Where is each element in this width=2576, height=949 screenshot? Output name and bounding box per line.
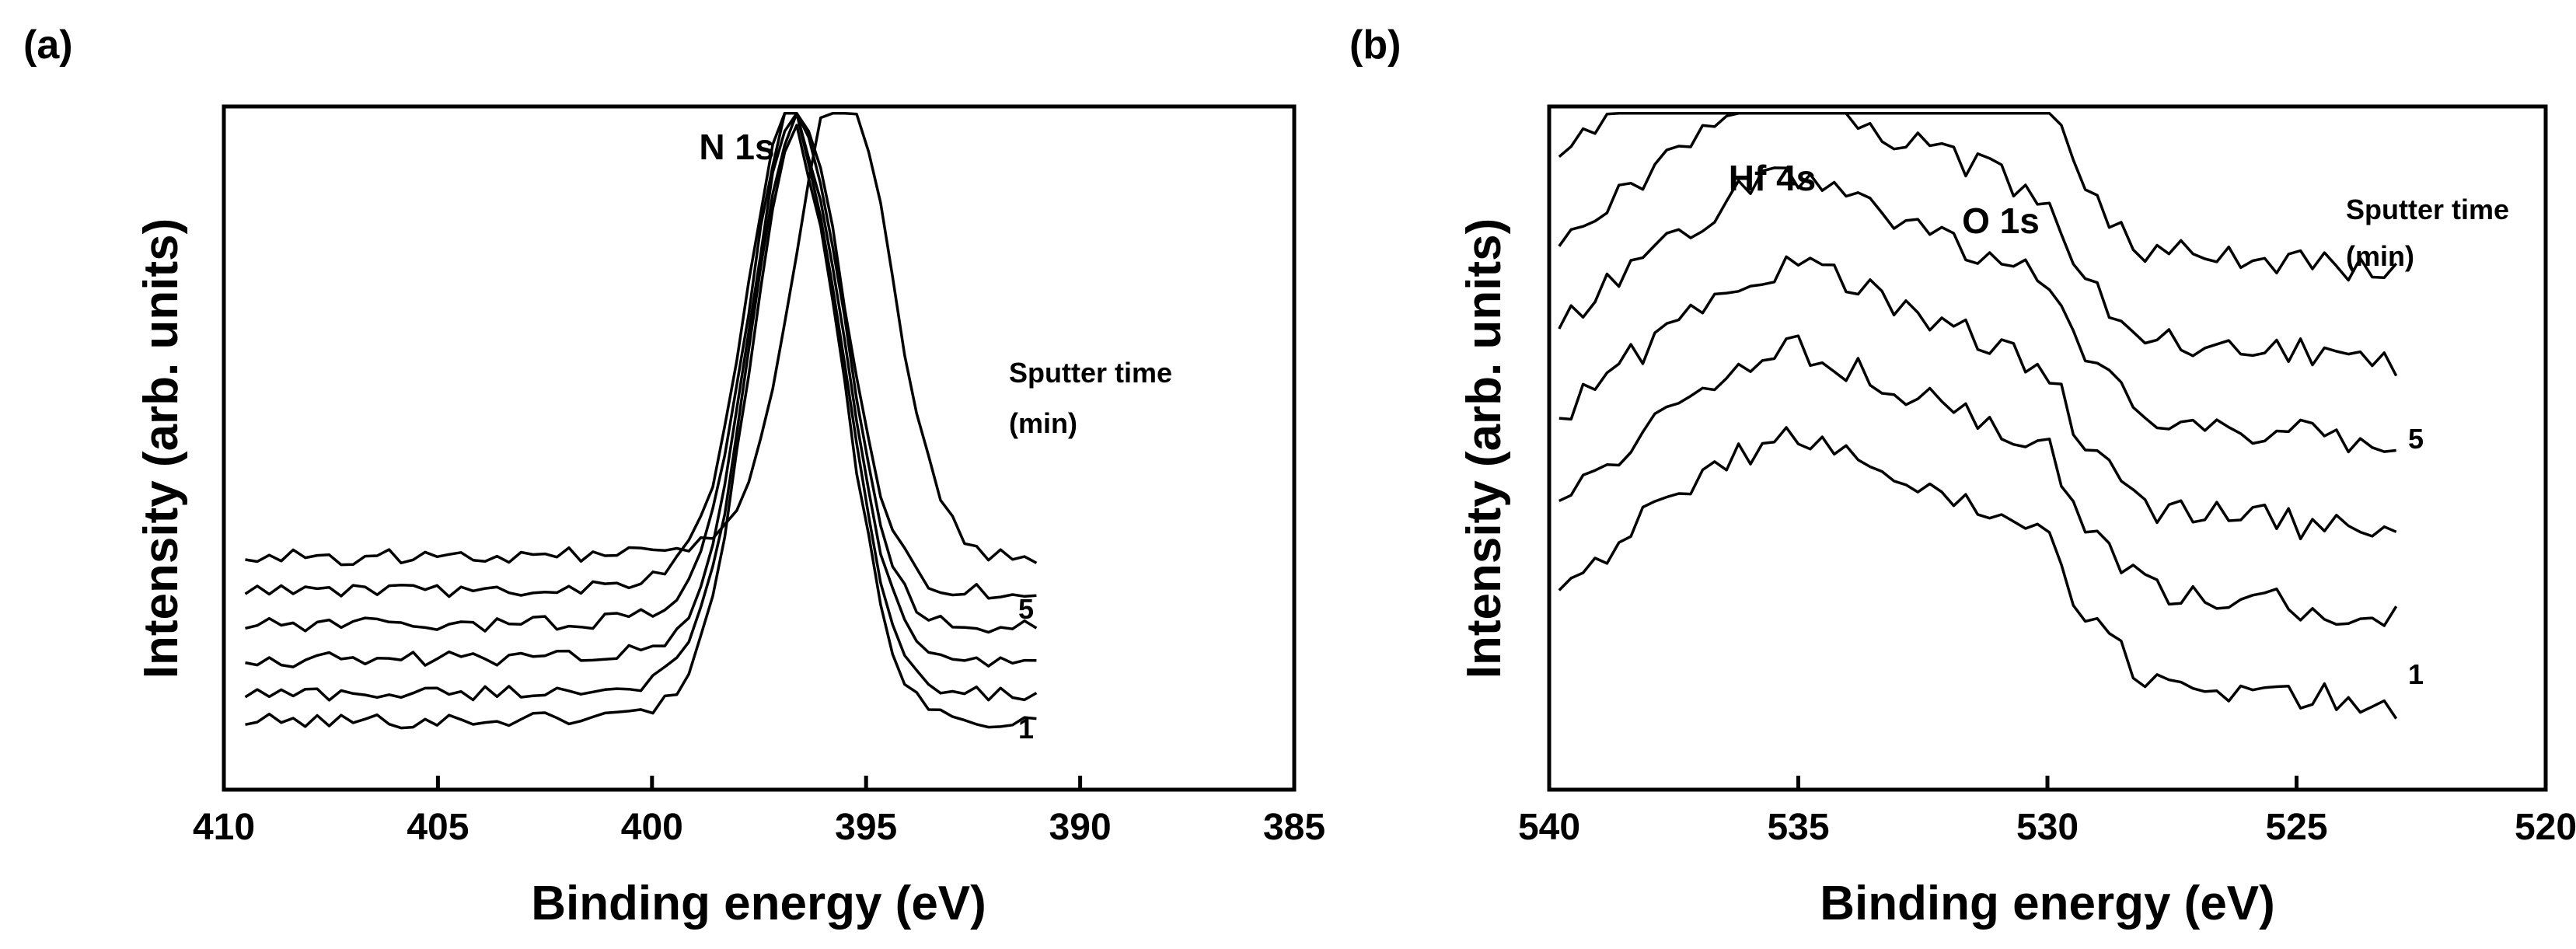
- panel-b: (b) 540 535 530 525 520 Hf 4s O 1s Sputter t…: [1349, 23, 2576, 930]
- panel-b-curve-label-1: 1: [2408, 658, 2424, 690]
- panel-b-curve-label-5: 5: [2408, 423, 2424, 455]
- panel-a-label: (a): [23, 23, 73, 68]
- panel-a-curve-4-min: [245, 112, 1038, 634]
- panel-a-legend-title-2: (min): [1009, 407, 1077, 439]
- panel-a-x-tick-label-410: 410: [193, 807, 255, 848]
- panel-b-curve-3-min: [1559, 255, 2397, 541]
- panel-a-curve-1-min: [245, 124, 1037, 730]
- panel-a-curves: [244, 112, 1038, 730]
- panel-a-x-tick-label-395: 395: [835, 807, 897, 848]
- panel-b-curve-2-min: [1559, 334, 2398, 627]
- panel-b-legend-title-1: Sputter time: [2346, 194, 2509, 225]
- panel-a-x-tick-label-400: 400: [621, 807, 683, 848]
- panel-a-curve-5-min: [244, 112, 1037, 600]
- panel-a-x-axis-label: Binding energy (eV): [531, 877, 986, 930]
- panel-a-curve-label-1: 1: [1018, 713, 1034, 745]
- panel-b-label: (b): [1349, 23, 1401, 68]
- panel-b-peak-label-o1s: O 1s: [1962, 201, 2040, 241]
- panel-a-x-ticks: 410 405 400 395 390 385: [193, 776, 1325, 848]
- panel-a-curve-2-min: [244, 112, 1038, 702]
- panel-b-x-tick-label-525: 525: [2265, 807, 2327, 848]
- panel-b-curve-6-min: [1558, 112, 2398, 282]
- panel-b-x-axis-label: Binding energy (eV): [1820, 877, 2275, 930]
- panel-b-x-ticks: 540 535 530 525 520: [1518, 776, 2576, 848]
- panel-a-peak-label: N 1s: [699, 127, 774, 167]
- panel-a-plot-frame: [222, 104, 1297, 792]
- panel-a-y-axis-label: Intensity (arb. units): [134, 218, 188, 679]
- panel-b-x-tick-label-540: 540: [1518, 807, 1580, 848]
- panel-a-x-tick-label-385: 385: [1263, 807, 1325, 848]
- panel-b-legend-title-2: (min): [2346, 240, 2414, 272]
- panel-b-x-tick-label-530: 530: [2016, 807, 2079, 848]
- panel-a-curve-6-min: [245, 112, 1038, 567]
- panel-a-curve-label-5: 5: [1018, 593, 1034, 625]
- panel-b-peak-label-hf4s: Hf 4s: [1729, 158, 1816, 198]
- panel-b-y-axis-label: Intensity (arb. units): [1457, 218, 1511, 679]
- panel-b-curve-5-min: [1558, 112, 2398, 377]
- panel-a: (a) 410 405 400 395 390 385 N 1s Sputter time…: [23, 23, 1325, 930]
- panel-b-curves: [1558, 112, 2398, 720]
- panel-a-legend-title-1: Sputter time: [1009, 357, 1172, 389]
- panel-b-x-tick-label-520: 520: [2515, 807, 2576, 848]
- panel-b-curve-1-min: [1558, 426, 2398, 720]
- panel-b-curve-4-min: [1558, 166, 2396, 454]
- panel-a-x-tick-label-390: 390: [1049, 807, 1112, 848]
- panel-b-x-tick-label-535: 535: [1767, 807, 1829, 848]
- panel-a-curve-3-min: [245, 112, 1037, 668]
- panel-a-x-tick-label-405: 405: [407, 807, 469, 848]
